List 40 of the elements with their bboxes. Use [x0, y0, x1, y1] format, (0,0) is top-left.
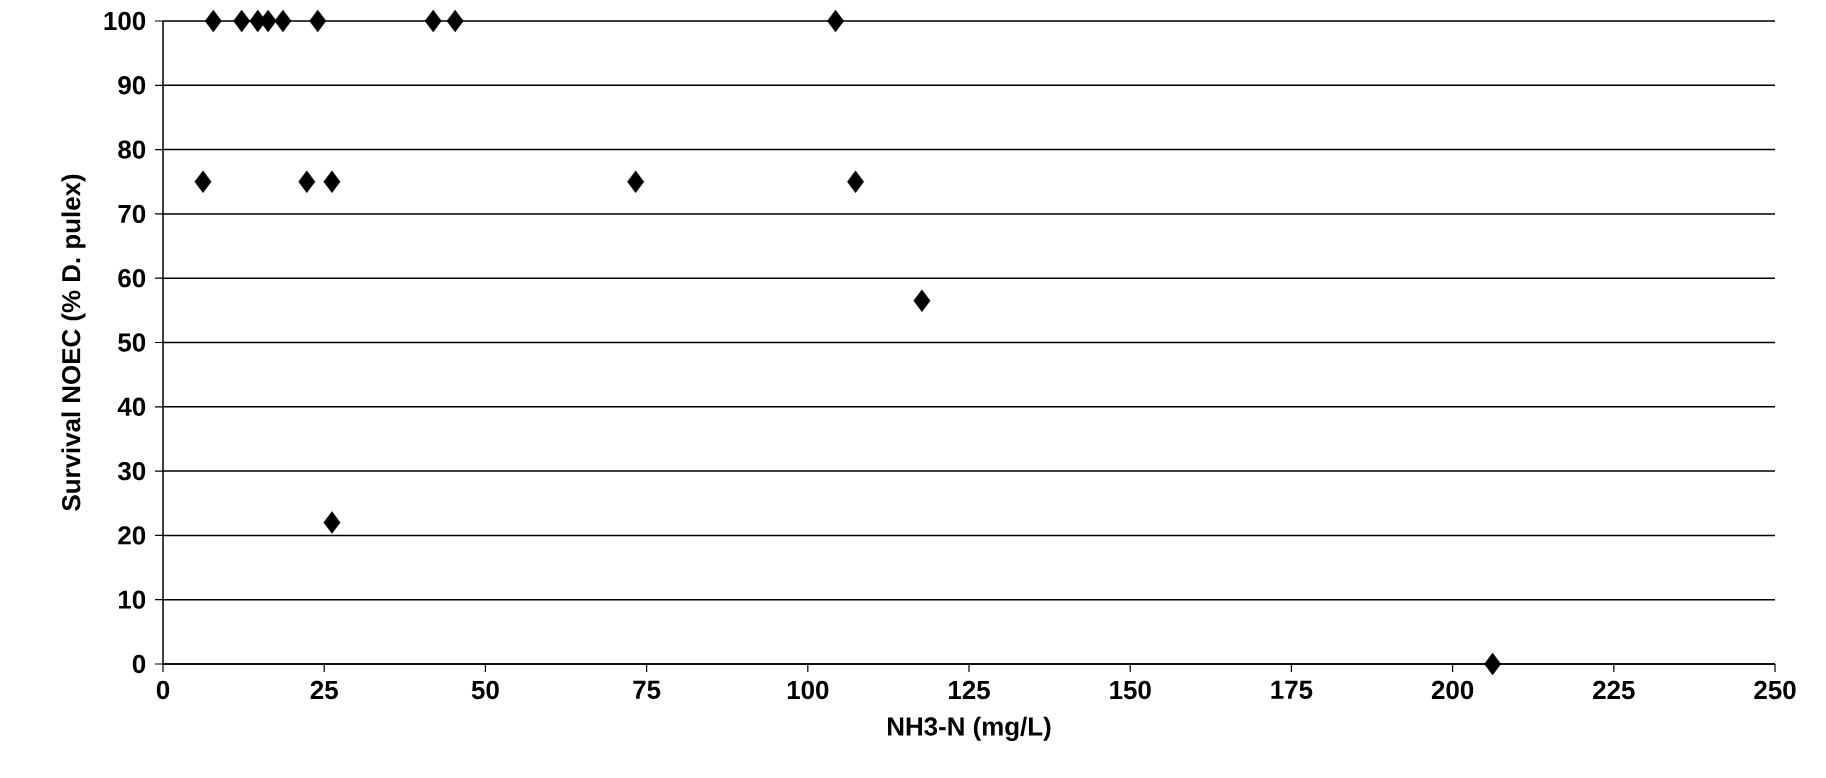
x-tick-label: 250: [1754, 680, 1796, 700]
point: [446, 9, 464, 33]
y-axis-title: Survival NOEC (% D. pulex): [61, 174, 86, 511]
x-axis-title: NH3-N (mg/L): [888, 716, 1051, 741]
point: [194, 170, 212, 193]
point: [233, 9, 251, 33]
point: [323, 511, 341, 534]
x-tick-label: 200: [1431, 680, 1474, 700]
y-tick-label: 30: [117, 461, 146, 481]
y-tick-label: 90: [118, 76, 146, 95]
point: [627, 170, 645, 193]
point: [913, 289, 931, 312]
point: [1484, 652, 1502, 676]
y-tick-label: 40: [117, 397, 146, 416]
y-tick-label: 70: [118, 204, 146, 224]
x-tick-label: 75: [633, 680, 661, 699]
point: [424, 9, 442, 33]
y-tick-label: 60: [118, 269, 146, 288]
x-tick-label: 50: [471, 680, 499, 700]
y-tick-label: 0: [132, 654, 146, 674]
x-tick-label: 125: [949, 680, 990, 700]
y-tick-label: 100: [104, 11, 146, 31]
point: [323, 170, 341, 193]
x-tick-label: 150: [1110, 680, 1151, 700]
x-tick-label: 0: [156, 680, 170, 700]
y-tick-label: 80: [118, 140, 146, 159]
point: [259, 9, 277, 33]
point: [204, 9, 222, 33]
point: [298, 170, 316, 193]
y-tick-label: 20: [118, 526, 146, 545]
x-tick-label: 25: [310, 680, 338, 700]
point: [847, 170, 864, 193]
point: [274, 9, 292, 33]
x-tick-label: 100: [787, 680, 829, 700]
y-tick-label: 50: [118, 333, 146, 352]
point: [827, 9, 844, 33]
x-tick-label: 225: [1593, 680, 1635, 700]
y-tick-label: 10: [119, 590, 146, 609]
x-tick-label: 175: [1271, 680, 1313, 699]
point: [309, 9, 327, 33]
